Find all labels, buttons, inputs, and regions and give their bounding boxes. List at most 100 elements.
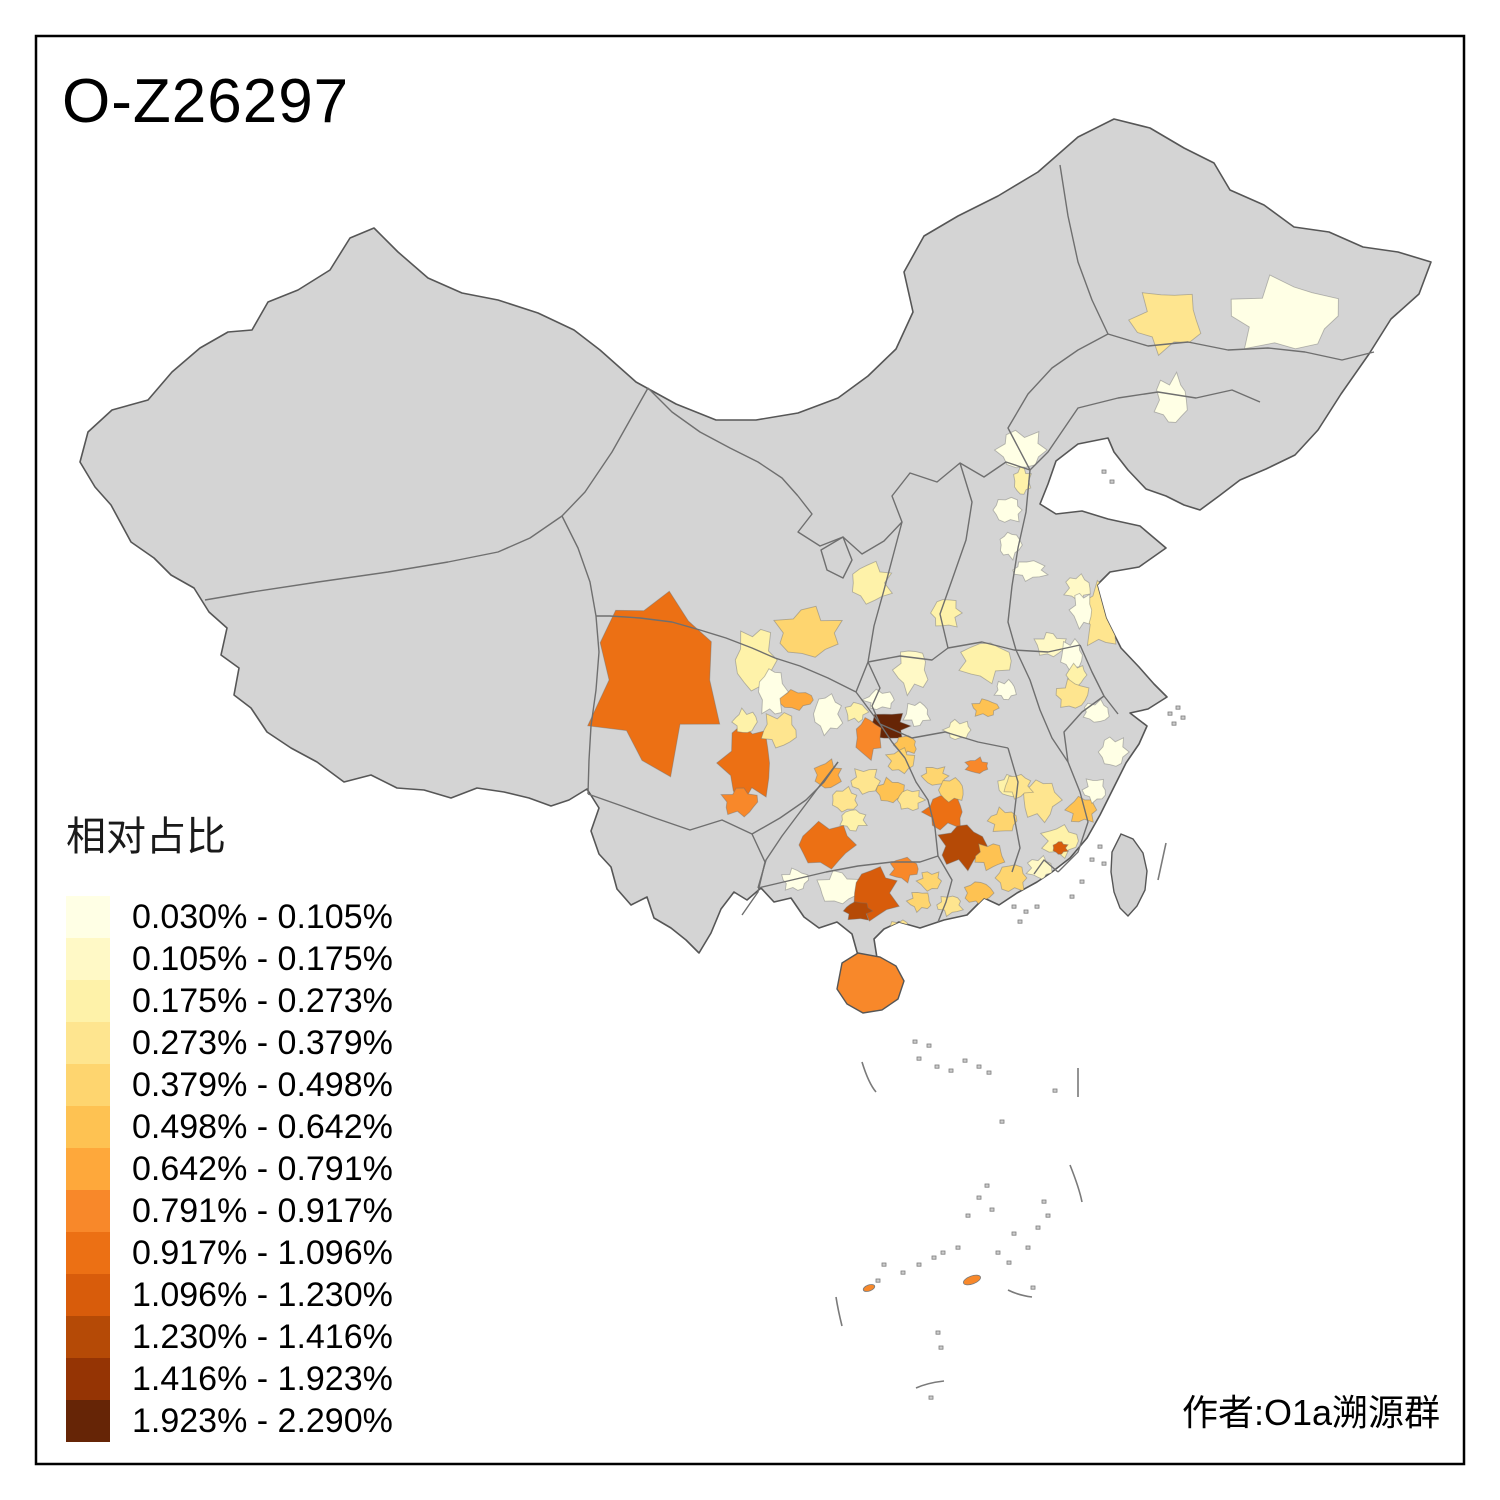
island-speck (999, 1119, 1005, 1124)
prefecture-region (971, 698, 1000, 717)
island-speck (1175, 705, 1181, 710)
legend-swatch (66, 1022, 110, 1064)
map-frame (34, 34, 1466, 1466)
prefecture-region (891, 650, 929, 697)
island-speck (1109, 479, 1115, 484)
prefecture-region (842, 901, 874, 921)
island-speck (875, 1278, 881, 1283)
prefecture-region (888, 856, 919, 884)
legend-row: 0.917% - 1.096% (66, 1232, 393, 1274)
legend-swatch (66, 1190, 110, 1232)
island-speck (1089, 857, 1095, 862)
island-speck (976, 1064, 982, 1069)
sea-island-specks (875, 469, 1186, 1400)
prefecture-region (1081, 778, 1106, 805)
island-speck (1079, 879, 1085, 884)
prefecture-region (1230, 274, 1339, 350)
prefecture-regions-layer (587, 274, 1339, 936)
island-speck (986, 1070, 992, 1075)
island-speck (926, 1043, 932, 1048)
prefecture-region (896, 789, 927, 811)
island-speck (1025, 1245, 1031, 1250)
island-speck (928, 1395, 934, 1400)
island-speck (1171, 721, 1177, 726)
prefecture-region (1003, 773, 1035, 800)
legend-label: 0.273% - 0.379% (132, 1023, 393, 1062)
island-speck (938, 1345, 944, 1350)
prefecture-region (731, 707, 758, 734)
prefecture-region (832, 785, 859, 813)
legend-swatch (66, 1274, 110, 1316)
legend-row: 0.273% - 0.379% (66, 1022, 393, 1064)
island-speck (1069, 894, 1075, 899)
prefecture-region (981, 901, 1008, 921)
colored-islet (862, 1284, 876, 1292)
colored-islet (963, 1274, 981, 1286)
legend-swatch (66, 1400, 110, 1442)
prefecture-region (1068, 592, 1093, 630)
prefecture-region (992, 496, 1023, 523)
island-speck (995, 1250, 1001, 1255)
colored-islets (862, 1274, 981, 1292)
island-speck (912, 1039, 918, 1044)
island-speck (1034, 904, 1040, 909)
prefecture-region (1060, 637, 1083, 671)
legend-label: 0.917% - 1.096% (132, 1233, 393, 1272)
legend-swatch (66, 1148, 110, 1190)
legend-label: 1.096% - 1.230% (132, 1275, 393, 1314)
prefecture-region (937, 824, 988, 872)
prefecture-region (915, 871, 943, 892)
legend-swatch (66, 938, 110, 980)
island-speck (940, 1250, 946, 1255)
prefecture-region (986, 806, 1018, 832)
prefecture-region (716, 723, 770, 807)
island-speck (881, 1262, 887, 1267)
legend-rows: 0.030% - 0.105% 0.105% - 0.175% 0.175% - 0… (66, 896, 393, 1442)
prefecture-region (758, 668, 790, 715)
legend-row: 0.030% - 0.105% (66, 896, 393, 938)
prefecture-region (884, 747, 916, 775)
island-speck (1030, 1285, 1036, 1290)
legend-label: 0.105% - 0.175% (132, 939, 393, 978)
prefecture-region (875, 776, 905, 804)
legend-label: 0.791% - 0.917% (132, 1191, 393, 1230)
prefecture-region (813, 758, 843, 789)
island-speck (916, 1262, 922, 1267)
prefecture-region (1022, 779, 1064, 824)
prefecture-region (1153, 371, 1188, 423)
prefecture-region (974, 843, 1006, 872)
island-speck (1167, 711, 1173, 716)
legend-label: 1.416% - 1.923% (132, 1359, 393, 1398)
island-speck (1011, 904, 1017, 909)
island-speck (955, 1245, 961, 1250)
island-speck (934, 1064, 940, 1069)
legend-swatch (66, 1232, 110, 1274)
prefecture-region (1065, 662, 1088, 687)
island-speck (984, 1183, 990, 1188)
prefecture-region (839, 809, 868, 832)
island-speck (931, 1255, 937, 1260)
legend-swatch (66, 1358, 110, 1400)
island-speck (916, 1056, 922, 1061)
legend-row: 1.096% - 1.230% (66, 1274, 393, 1316)
island-speck (962, 1058, 968, 1063)
island-speck (1017, 919, 1023, 924)
prefecture-region (1097, 736, 1130, 767)
prefecture-region (902, 701, 932, 727)
island-speck (965, 1213, 971, 1218)
prefecture-region (855, 716, 882, 762)
island-speck (1180, 715, 1186, 720)
legend-row: 0.105% - 0.175% (66, 938, 393, 980)
island-speck (948, 1068, 954, 1073)
island-speck (900, 1270, 906, 1275)
prefecture-region (587, 590, 721, 778)
legend-swatch (66, 980, 110, 1022)
prefecture-region (720, 787, 759, 818)
legend: 相对占比 0.030% - 0.105% 0.105% - 0.175% 0.175… (66, 804, 393, 1442)
legend-label: 0.498% - 0.642% (132, 1107, 393, 1146)
prefecture-region (760, 712, 797, 749)
legend-row: 1.416% - 1.923% (66, 1358, 393, 1400)
legend-label: 0.642% - 0.791% (132, 1149, 393, 1188)
attribution: 作者:O1a溯源群 (1181, 1392, 1440, 1433)
